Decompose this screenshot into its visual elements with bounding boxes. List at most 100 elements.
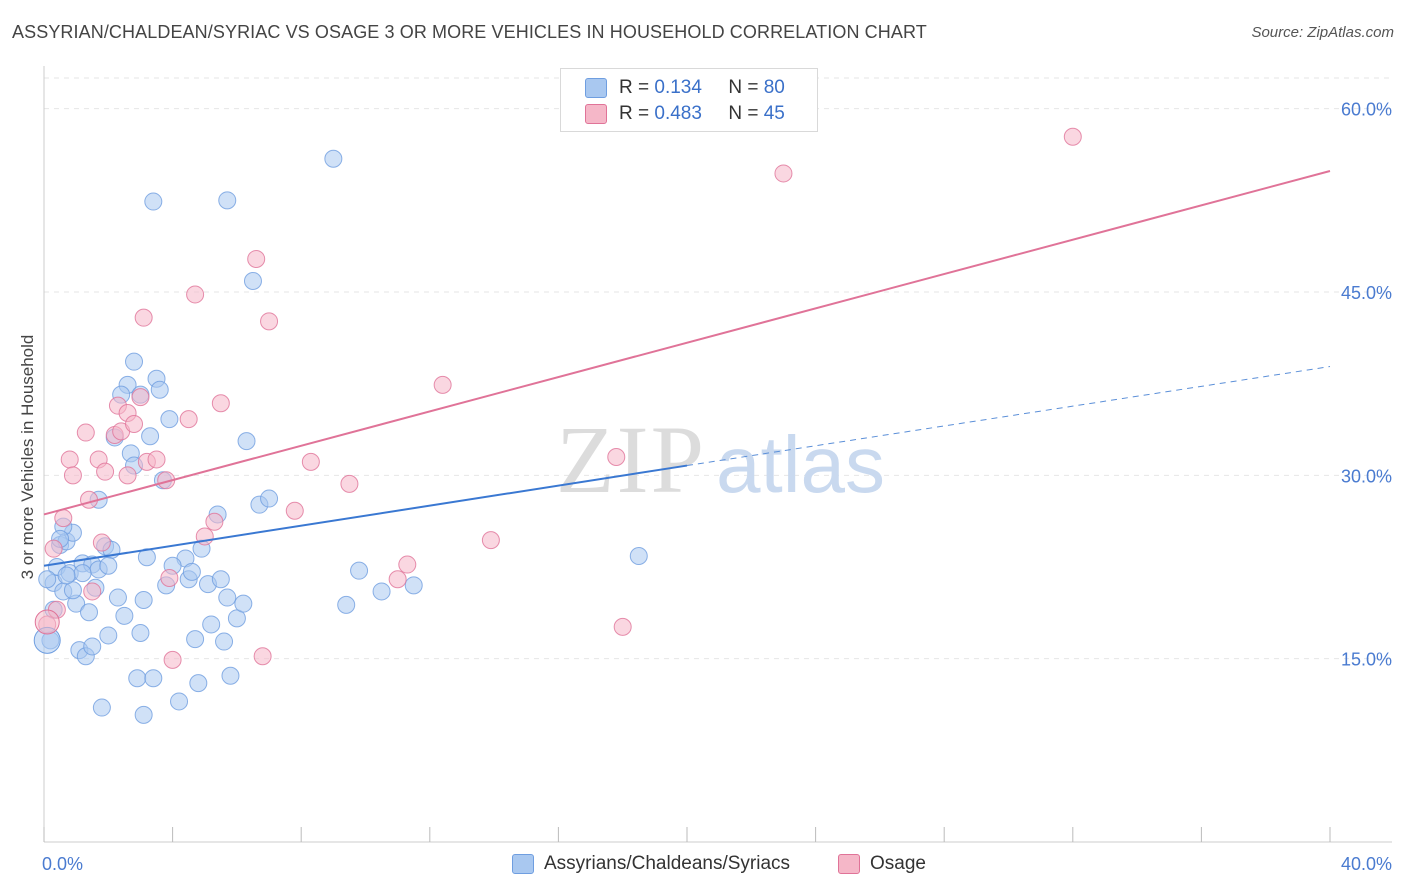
point-assyrians: [125, 352, 144, 371]
point-assyrians: [404, 576, 423, 595]
point-osage: [481, 531, 500, 550]
point-assyrians: [92, 698, 111, 717]
point-osage: [247, 250, 266, 268]
point-assyrians: [221, 666, 240, 685]
point-assyrians: [134, 591, 153, 609]
point-assyrians: [80, 603, 99, 622]
point-assyrians: [115, 606, 134, 625]
point-assyrians: [144, 192, 163, 211]
series-swatch-pink: [838, 854, 860, 874]
point-osage: [774, 164, 793, 183]
point-assyrians: [170, 692, 189, 711]
point-assyrians: [99, 556, 118, 575]
gridlines: [44, 77, 1392, 660]
legend-r-label: R =: [619, 77, 650, 98]
y-tick-label: 45.0%: [1341, 283, 1392, 303]
point-osage: [147, 450, 166, 469]
point-assyrians: [182, 562, 201, 581]
series-label-osage: Osage: [870, 853, 926, 874]
point-osage: [205, 512, 224, 531]
point-assyrians: [137, 548, 156, 567]
point-osage: [260, 312, 279, 331]
point-osage: [211, 394, 230, 413]
point-osage-large: [34, 609, 60, 635]
point-osage: [285, 501, 304, 520]
point-assyrians: [260, 489, 279, 508]
trend-line-assyrians-extension: [686, 366, 1331, 467]
point-osage: [163, 650, 182, 669]
point-assyrians: [141, 427, 160, 446]
point-assyrians: [218, 588, 237, 607]
legend-n-label: N =: [728, 77, 759, 98]
legend-r-value: 0.483: [654, 103, 702, 124]
point-osage: [301, 452, 320, 471]
legend-n-value: 80: [763, 77, 785, 98]
point-assyrians: [211, 570, 230, 589]
point-assyrians: [350, 561, 369, 580]
y-tick-label: 30.0%: [1341, 466, 1392, 486]
point-osage: [44, 539, 63, 558]
point-assyrians: [324, 149, 343, 168]
point-assyrians: [73, 564, 92, 583]
point-osage: [83, 582, 102, 601]
point-osage: [160, 569, 179, 587]
point-assyrians: [128, 669, 147, 688]
point-osage: [253, 647, 272, 666]
point-osage: [433, 375, 452, 394]
point-osage: [54, 509, 73, 528]
point-assyrians: [131, 624, 150, 642]
point-osage: [76, 423, 95, 442]
point-assyrians: [372, 582, 391, 601]
data-points: [33, 111, 1082, 724]
point-assyrians: [218, 191, 237, 210]
correlation-legend: R = 0.134 N = 80 R = 0.483 N = 45: [560, 68, 818, 132]
point-assyrians: [337, 595, 356, 614]
trend-line-assyrians: [43, 464, 688, 567]
point-assyrians: [237, 432, 256, 451]
point-assyrians: [189, 674, 208, 693]
point-assyrians: [134, 705, 153, 724]
point-assyrians: [234, 594, 253, 613]
y-tick-label: 60.0%: [1341, 100, 1392, 120]
point-osage: [92, 533, 111, 552]
y-axis-label: 3 or more Vehicles in Household: [18, 335, 37, 580]
point-osage: [613, 617, 632, 636]
legend-swatch-pink: [585, 104, 607, 124]
legend-r-value: 0.134: [654, 77, 702, 98]
point-osage: [607, 448, 626, 466]
point-osage: [80, 490, 99, 509]
point-osage: [134, 308, 153, 327]
watermark-atlas: atlas: [716, 420, 885, 509]
x-tick-label-max: 40.0%: [1341, 854, 1392, 874]
point-assyrians: [99, 626, 118, 645]
point-assyrians: [215, 632, 234, 651]
legend-r-label: R =: [619, 103, 650, 124]
point-osage: [388, 570, 407, 589]
watermark-zip: ZIP: [556, 406, 706, 513]
legend-n-value: 45: [763, 103, 785, 124]
point-osage: [186, 285, 205, 304]
point-osage: [125, 415, 144, 433]
point-assyrians: [243, 272, 262, 290]
trend-line-osage: [43, 170, 1331, 516]
series-swatch-blue: [512, 854, 534, 874]
point-assyrians: [150, 380, 169, 399]
point-osage: [96, 462, 115, 481]
series-label-assyrians: Assyrians/Chaldeans/Syriacs: [544, 853, 791, 874]
point-osage: [60, 450, 79, 469]
point-assyrians: [202, 615, 221, 634]
trend-lines: [43, 170, 1331, 567]
point-osage: [398, 555, 417, 574]
point-osage: [131, 388, 150, 407]
legend-n-label: N =: [728, 103, 759, 124]
point-osage: [1063, 127, 1082, 146]
x-tick-label-min: 0.0%: [42, 854, 83, 874]
chart-source: Source: ZipAtlas.com: [1251, 24, 1394, 41]
point-osage: [63, 466, 82, 485]
y-tick-label: 15.0%: [1341, 650, 1392, 670]
watermark: ZIP atlas: [556, 406, 885, 513]
point-assyrians: [160, 410, 179, 429]
point-assyrians: [83, 637, 102, 656]
point-assyrians: [186, 630, 205, 649]
